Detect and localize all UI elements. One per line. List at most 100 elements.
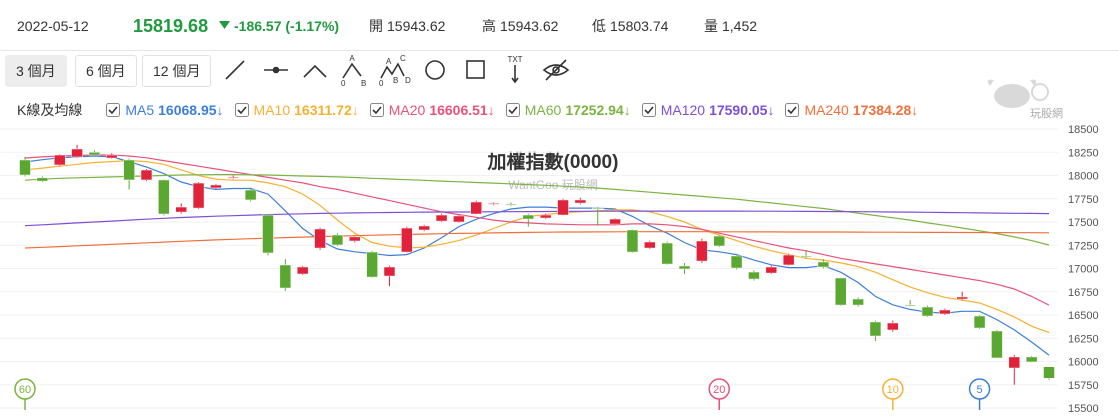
checkbox-check xyxy=(787,106,798,115)
tool-angle[interactable] xyxy=(303,64,327,78)
ma-marker-label: 10 xyxy=(887,384,899,396)
y-tick-label: 18250 xyxy=(1068,147,1099,159)
candle-body xyxy=(817,261,830,268)
checkbox-check xyxy=(372,106,382,115)
candle-body xyxy=(661,242,673,265)
tool-xabcd[interactable]: C A 0 B D xyxy=(379,55,411,87)
legend-value: 16311.72↓ xyxy=(294,102,359,118)
tool-abc[interactable]: A 0 B xyxy=(341,55,366,87)
tool-label: A xyxy=(349,55,355,63)
header: 2022-05-12 15819.68 -186.57 (-1.17%) 開 1… xyxy=(0,0,1119,51)
checkbox[interactable] xyxy=(106,103,121,117)
checkbox[interactable] xyxy=(641,103,656,117)
legend-value: 17590.05↓ xyxy=(709,102,775,118)
ma-marker-label: 20 xyxy=(713,384,725,396)
tool-line[interactable] xyxy=(225,60,245,80)
legend-name: MA5 xyxy=(125,102,155,118)
legend-name: MA240 xyxy=(804,102,849,118)
checkbox[interactable] xyxy=(234,103,249,117)
candle-body xyxy=(678,265,691,270)
checkbox-box xyxy=(106,103,121,117)
logo: 玩股網 xyxy=(987,79,1063,120)
tool-hline[interactable] xyxy=(264,66,288,74)
stat-label: 低 xyxy=(592,18,606,34)
stat-label: 高 xyxy=(482,18,496,34)
checkbox[interactable] xyxy=(369,103,384,117)
stat-value: 15803.74 xyxy=(610,18,669,34)
candle-body xyxy=(71,148,83,158)
tool-label: C xyxy=(400,55,406,63)
candle-body xyxy=(487,203,500,205)
candle-body xyxy=(539,214,552,219)
candle-body xyxy=(383,266,396,277)
candle-body xyxy=(453,215,465,223)
chart-watermark: WantGoo 玩股網 xyxy=(508,178,598,192)
indicator-legend: K線及均線 MA5 16068.95↓ MA10 16311.72↓ MA20 16606… xyxy=(17,99,929,121)
legend-item[interactable]: MA20 16606.51↓ xyxy=(369,102,495,118)
legend-name: MA60 xyxy=(524,102,562,118)
checkbox[interactable] xyxy=(505,103,520,117)
candle-body xyxy=(869,321,882,337)
ma-marker xyxy=(968,378,991,400)
y-tick-label: 15500 xyxy=(1068,403,1099,415)
candle-body xyxy=(644,241,656,249)
ma-marker-label: 5 xyxy=(977,384,983,396)
legend-value: 17384.28↓ xyxy=(852,102,919,118)
candle-body xyxy=(557,199,569,216)
candle-body xyxy=(435,214,448,222)
checkbox-box xyxy=(234,103,249,117)
ma-marker-label: 60 xyxy=(19,384,31,396)
tool-text[interactable]: TXT xyxy=(507,55,523,84)
candle-body xyxy=(956,296,968,300)
ma-line xyxy=(24,231,1050,249)
tool-label: 0 xyxy=(341,79,346,87)
candle-body xyxy=(140,169,153,181)
candle-body xyxy=(609,218,621,225)
candle-body xyxy=(800,255,812,258)
candle-body xyxy=(418,225,430,231)
checkbox[interactable] xyxy=(785,103,800,117)
range-button[interactable]: 6 個月 xyxy=(75,55,137,87)
range-button[interactable]: 3 個月 xyxy=(5,55,67,87)
candle-body xyxy=(262,214,274,254)
candle-body xyxy=(88,152,101,156)
draw-tools: A 0 B C A 0 B D TXT xyxy=(225,55,570,87)
checkbox-box xyxy=(785,103,800,117)
candle-body xyxy=(123,159,135,181)
legend-item[interactable]: MA240 17384.28↓ xyxy=(785,102,918,118)
change: -186.57 (-1.17%) xyxy=(234,18,340,34)
candle-body xyxy=(106,154,118,159)
tool-rect[interactable] xyxy=(466,60,485,79)
checkbox-box xyxy=(369,103,384,117)
candle-body xyxy=(973,315,986,329)
candle-body xyxy=(852,298,864,306)
stat-value: 1,452 xyxy=(722,18,758,34)
logo-head xyxy=(994,84,1030,108)
checkbox-box xyxy=(641,103,656,117)
legend-item[interactable]: MA5 16068.95↓ xyxy=(106,102,224,118)
range-button[interactable]: 12 個月 xyxy=(142,55,212,87)
ma-marker xyxy=(882,378,904,400)
candle-body xyxy=(175,206,187,213)
candle-body xyxy=(158,179,170,215)
legend-item[interactable]: MA60 17252.94↓ xyxy=(505,102,631,118)
tool-label: 0 xyxy=(379,79,384,87)
legend-item[interactable]: MA10 16311.72↓ xyxy=(234,102,359,118)
candle-body xyxy=(748,271,760,280)
legend-value: 17252.94↓ xyxy=(565,102,631,118)
candle-body xyxy=(244,189,257,201)
candle-body xyxy=(227,177,240,179)
candle-body xyxy=(279,264,292,289)
ma-marker xyxy=(708,378,730,400)
tool-circle[interactable] xyxy=(425,60,445,80)
price: 15819.68 xyxy=(133,16,209,36)
tool-hide[interactable] xyxy=(542,59,570,81)
stat-value: 15943.62 xyxy=(387,18,446,34)
legend-name: MA120 xyxy=(660,102,706,118)
y-tick-label: 17750 xyxy=(1068,194,1099,206)
candle-body xyxy=(522,214,535,220)
candle-body xyxy=(53,154,66,166)
checkbox-check xyxy=(108,106,118,115)
legend-item[interactable]: MA120 17590.05↓ xyxy=(641,102,775,118)
